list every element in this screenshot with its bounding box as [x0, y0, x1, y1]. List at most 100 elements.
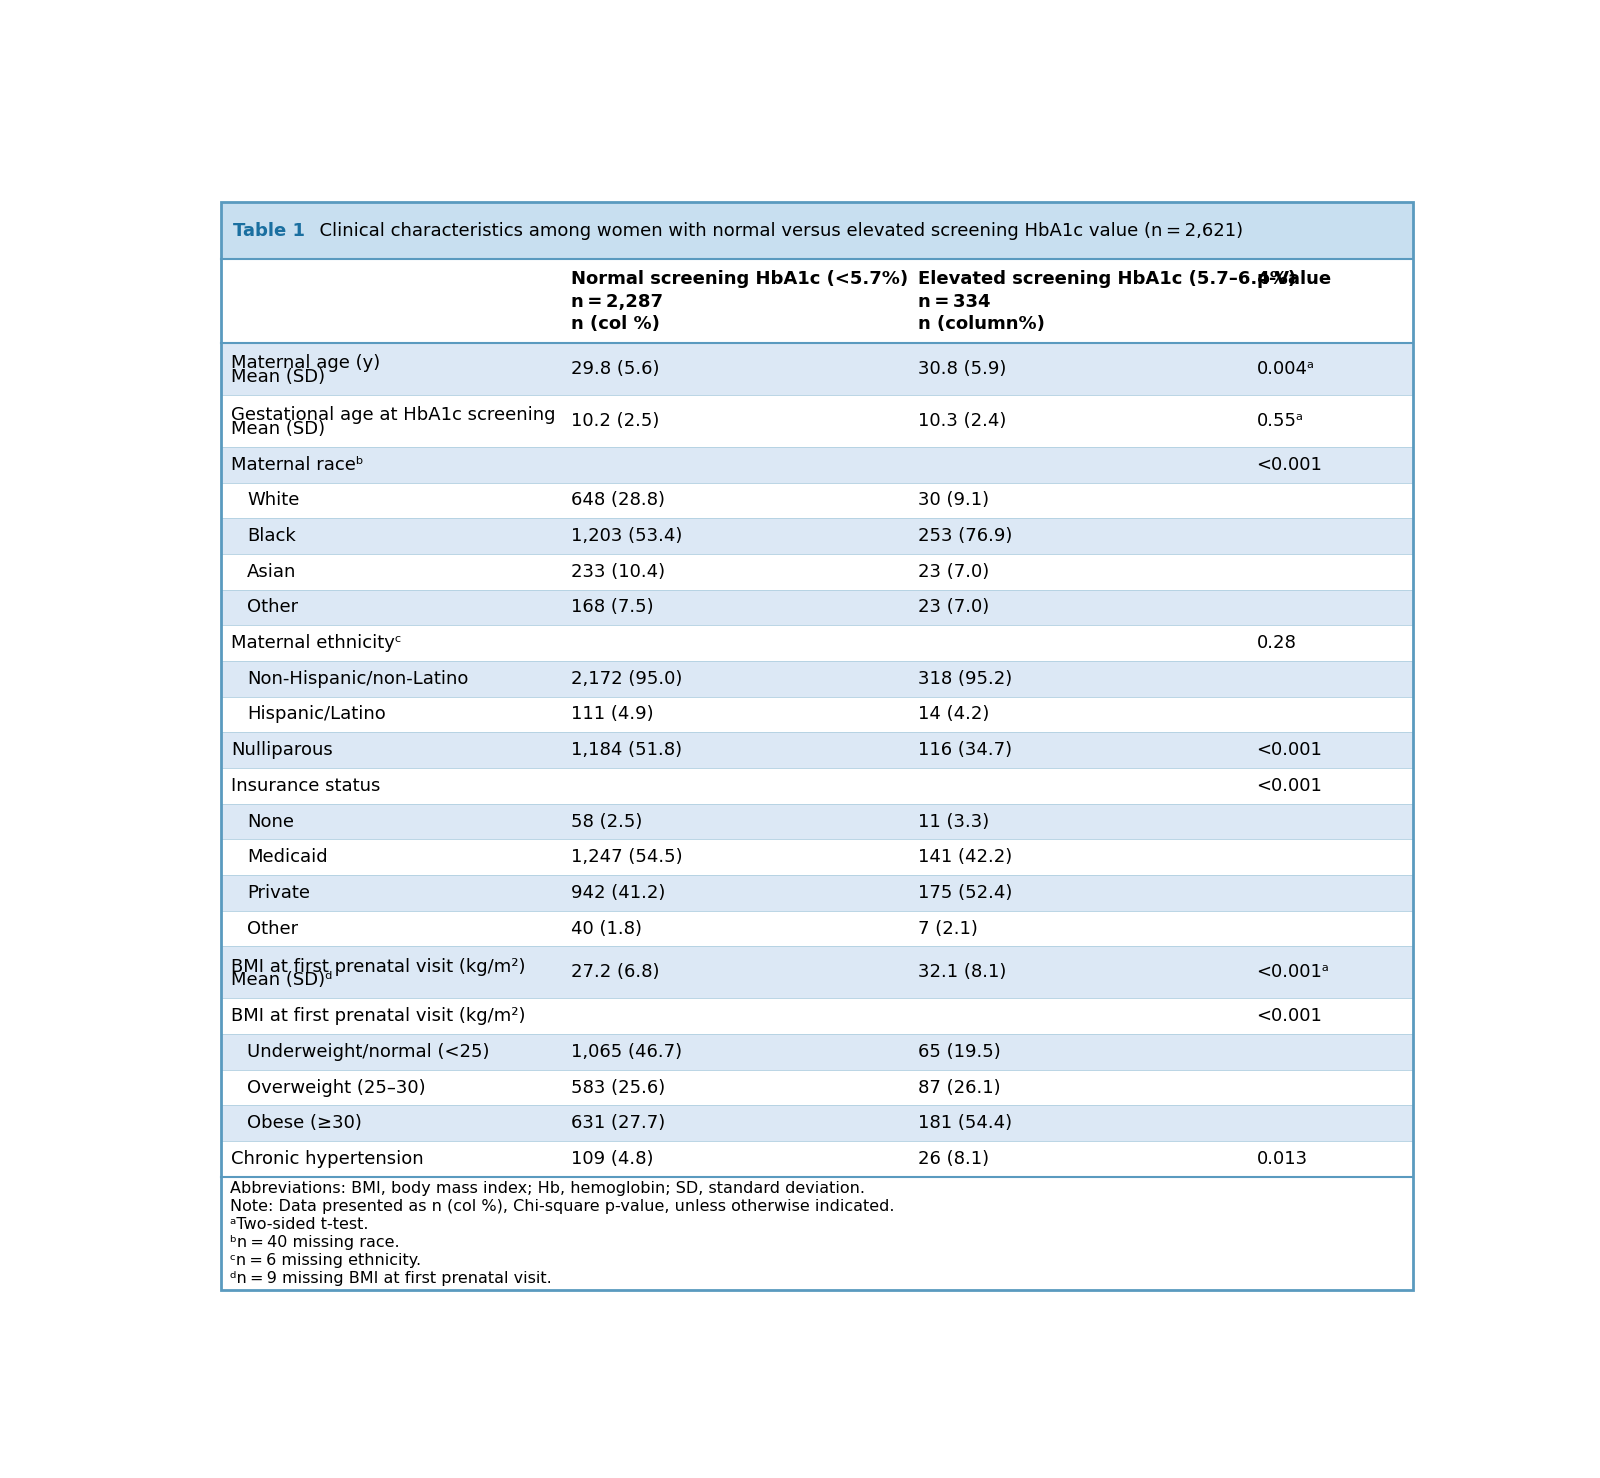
Text: 0.013: 0.013: [1256, 1150, 1307, 1168]
Text: White: White: [246, 491, 299, 510]
Text: Table 1: Table 1: [234, 222, 306, 239]
Text: 318 (95.2): 318 (95.2): [918, 670, 1013, 687]
Text: Non-Hispanic/non-Latino: Non-Hispanic/non-Latino: [246, 670, 469, 687]
Text: <0.001: <0.001: [1256, 1007, 1322, 1026]
Text: Maternal raceᵇ: Maternal raceᵇ: [230, 455, 363, 473]
Text: n = 334: n = 334: [918, 293, 990, 310]
Text: Mean (SD): Mean (SD): [230, 368, 325, 386]
Text: 1,247 (54.5): 1,247 (54.5): [571, 848, 682, 866]
Bar: [221, 998, 1413, 1035]
Text: Insurance status: Insurance status: [230, 777, 381, 795]
Text: 40 (1.8): 40 (1.8): [571, 919, 642, 937]
Bar: [221, 1106, 1413, 1141]
Text: 168 (7.5): 168 (7.5): [571, 599, 653, 616]
Bar: [221, 395, 1413, 446]
Text: 65 (19.5): 65 (19.5): [918, 1043, 1000, 1061]
Text: Mean (SD): Mean (SD): [230, 420, 325, 437]
Text: 583 (25.6): 583 (25.6): [571, 1079, 666, 1097]
Bar: [221, 343, 1413, 395]
Text: 87 (26.1): 87 (26.1): [918, 1079, 1000, 1097]
Text: 58 (2.5): 58 (2.5): [571, 813, 642, 831]
Bar: [221, 840, 1413, 875]
Text: Private: Private: [246, 884, 310, 902]
Text: Asian: Asian: [246, 563, 296, 581]
Text: 1,184 (51.8): 1,184 (51.8): [571, 740, 682, 760]
Bar: [221, 202, 1413, 259]
Text: 1,065 (46.7): 1,065 (46.7): [571, 1043, 682, 1061]
Text: <0.001: <0.001: [1256, 455, 1322, 473]
Text: Other: Other: [246, 599, 298, 616]
Text: Obese (≥30): Obese (≥30): [246, 1114, 362, 1132]
Text: BMI at first prenatal visit (kg/m²): BMI at first prenatal visit (kg/m²): [230, 958, 525, 975]
Text: n = 2,287: n = 2,287: [571, 293, 662, 310]
Text: 0.004ᵃ: 0.004ᵃ: [1256, 361, 1315, 378]
Text: Gestational age at HbA1c screening: Gestational age at HbA1c screening: [230, 406, 555, 424]
Text: <0.001: <0.001: [1256, 777, 1322, 795]
Text: p-Value: p-Value: [1256, 270, 1331, 288]
Text: ᵃTwo-sided t-test.: ᵃTwo-sided t-test.: [230, 1218, 368, 1233]
Bar: [221, 769, 1413, 804]
Text: Underweight/normal (<25): Underweight/normal (<25): [246, 1043, 490, 1061]
Text: Medicaid: Medicaid: [246, 848, 328, 866]
Bar: [221, 910, 1413, 946]
Text: 1,203 (53.4): 1,203 (53.4): [571, 528, 682, 545]
Bar: [221, 482, 1413, 519]
Text: Black: Black: [246, 528, 296, 545]
Text: n (column%): n (column%): [918, 315, 1045, 333]
Bar: [221, 946, 1413, 998]
Text: 14 (4.2): 14 (4.2): [918, 705, 989, 724]
Text: Maternal age (y): Maternal age (y): [230, 355, 381, 372]
Bar: [221, 259, 1413, 343]
Bar: [221, 696, 1413, 732]
Text: 30 (9.1): 30 (9.1): [918, 491, 989, 510]
Text: 181 (54.4): 181 (54.4): [918, 1114, 1013, 1132]
Text: 29.8 (5.6): 29.8 (5.6): [571, 361, 659, 378]
Text: 942 (41.2): 942 (41.2): [571, 884, 666, 902]
Text: 10.2 (2.5): 10.2 (2.5): [571, 412, 659, 430]
Text: Elevated screening HbA1c (5.7–6.4%): Elevated screening HbA1c (5.7–6.4%): [918, 270, 1296, 288]
Bar: [221, 875, 1413, 910]
Text: <0.001: <0.001: [1256, 740, 1322, 760]
Text: Abbreviations: BMI, body mass index; Hb, hemoglobin; SD, standard deviation.: Abbreviations: BMI, body mass index; Hb,…: [230, 1181, 864, 1196]
Text: ᵇn = 40 missing race.: ᵇn = 40 missing race.: [230, 1236, 400, 1250]
Text: None: None: [246, 813, 294, 831]
Text: Mean (SD)ᵈ: Mean (SD)ᵈ: [230, 971, 333, 989]
Text: 111 (4.9): 111 (4.9): [571, 705, 653, 724]
Text: 0.28: 0.28: [1256, 634, 1296, 652]
Text: 30.8 (5.9): 30.8 (5.9): [918, 361, 1006, 378]
Bar: [221, 732, 1413, 769]
Text: 109 (4.8): 109 (4.8): [571, 1150, 653, 1168]
Text: 0.55ᵃ: 0.55ᵃ: [1256, 412, 1304, 430]
Text: BMI at first prenatal visit (kg/m²): BMI at first prenatal visit (kg/m²): [230, 1007, 525, 1026]
Text: Nulliparous: Nulliparous: [230, 740, 333, 760]
Text: n (col %): n (col %): [571, 315, 659, 333]
Bar: [221, 804, 1413, 840]
Text: 26 (8.1): 26 (8.1): [918, 1150, 989, 1168]
Text: Chronic hypertension: Chronic hypertension: [230, 1150, 424, 1168]
Text: Overweight (25–30): Overweight (25–30): [246, 1079, 426, 1097]
Text: 23 (7.0): 23 (7.0): [918, 563, 989, 581]
Text: 11 (3.3): 11 (3.3): [918, 813, 989, 831]
Text: 141 (42.2): 141 (42.2): [918, 848, 1013, 866]
Text: 175 (52.4): 175 (52.4): [918, 884, 1013, 902]
Bar: [221, 519, 1413, 554]
Text: <0.001ᵃ: <0.001ᵃ: [1256, 964, 1330, 981]
Text: ᶜn = 6 missing ethnicity.: ᶜn = 6 missing ethnicity.: [230, 1253, 421, 1268]
Text: Normal screening HbA1c (<5.7%): Normal screening HbA1c (<5.7%): [571, 270, 907, 288]
Text: 116 (34.7): 116 (34.7): [918, 740, 1013, 760]
Text: 10.3 (2.4): 10.3 (2.4): [918, 412, 1006, 430]
Text: 233 (10.4): 233 (10.4): [571, 563, 666, 581]
Text: 23 (7.0): 23 (7.0): [918, 599, 989, 616]
Bar: [221, 625, 1413, 661]
Text: 253 (76.9): 253 (76.9): [918, 528, 1013, 545]
Text: 7 (2.1): 7 (2.1): [918, 919, 978, 937]
Bar: [221, 1070, 1413, 1106]
Text: 2,172 (95.0): 2,172 (95.0): [571, 670, 682, 687]
Bar: [221, 1035, 1413, 1070]
Text: 648 (28.8): 648 (28.8): [571, 491, 664, 510]
Text: 27.2 (6.8): 27.2 (6.8): [571, 964, 659, 981]
Text: Other: Other: [246, 919, 298, 937]
Bar: [221, 446, 1413, 482]
Text: Note: Data presented as n (col %), Chi-square p-value, unless otherwise indicate: Note: Data presented as n (col %), Chi-s…: [230, 1199, 894, 1215]
Text: Hispanic/Latino: Hispanic/Latino: [246, 705, 386, 724]
